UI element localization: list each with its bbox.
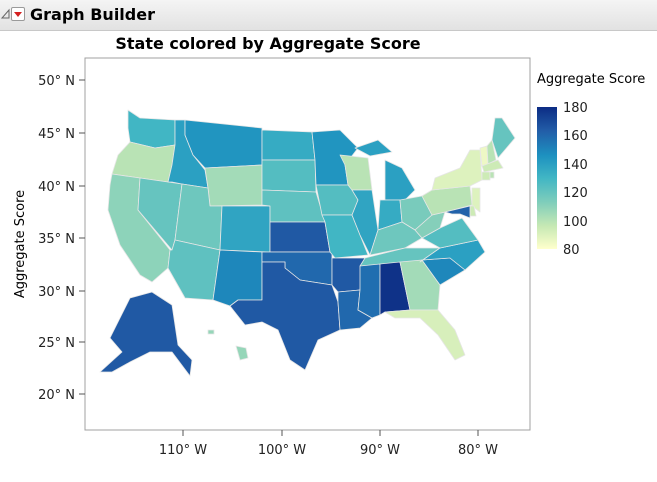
legend-tick-label: 80 bbox=[563, 243, 580, 258]
state-region-maine[interactable] bbox=[491, 117, 516, 159]
x-tick-label: 100° W bbox=[258, 443, 306, 458]
graph-builder-titlebar: Graph Builder bbox=[0, 0, 657, 31]
state-region-rhode-island[interactable] bbox=[489, 171, 495, 179]
state-region-michigan-up[interactable] bbox=[354, 139, 393, 157]
state-region-west-virginia[interactable] bbox=[414, 211, 446, 239]
y-tick-label: 30° N bbox=[38, 285, 75, 300]
y-tick-label: 45° N bbox=[38, 127, 75, 142]
state-region-wyoming[interactable] bbox=[204, 164, 263, 207]
state-region-nebraska[interactable] bbox=[261, 189, 326, 223]
state-region-illinois[interactable] bbox=[351, 189, 379, 256]
y-tick-label: 20° N bbox=[38, 388, 75, 403]
y-tick-label: 50° N bbox=[38, 74, 75, 89]
state-region-new-hampshire[interactable] bbox=[486, 139, 497, 165]
red-triangle-menu-button[interactable] bbox=[11, 7, 25, 21]
chart-title: State colored by Aggregate Score bbox=[115, 34, 421, 53]
x-tick-label: 80° W bbox=[458, 443, 498, 458]
state-region-kansas[interactable] bbox=[269, 221, 331, 253]
state-region-hawaii[interactable] bbox=[235, 345, 249, 361]
y-tick-label: 25° N bbox=[38, 336, 75, 351]
state-region-massachusetts[interactable] bbox=[481, 159, 504, 173]
state-region-north-dakota[interactable] bbox=[261, 129, 316, 161]
state-region-alaska[interactable] bbox=[99, 291, 193, 377]
app-title: Graph Builder bbox=[30, 5, 155, 24]
state-region-georgia[interactable] bbox=[399, 259, 441, 311]
state-region-south-dakota[interactable] bbox=[261, 159, 317, 193]
y-tick-label: 40° N bbox=[38, 180, 75, 195]
legend-tick-label: 140 bbox=[563, 158, 588, 173]
legend-ticks: 180 160 140 120 100 80 bbox=[563, 101, 588, 258]
state-region-mississippi[interactable] bbox=[357, 263, 381, 319]
collapse-triangle-icon[interactable] bbox=[1, 8, 10, 19]
legend-title: Aggregate Score bbox=[537, 72, 645, 87]
legend-color-bar bbox=[537, 107, 557, 249]
y-tick-label: 35° N bbox=[38, 232, 75, 247]
state-region-maryland[interactable] bbox=[444, 205, 471, 219]
state-region-texas[interactable] bbox=[229, 261, 341, 371]
legend-tick-label: 100 bbox=[563, 215, 588, 230]
y-axis-title: Aggregate Score bbox=[13, 190, 28, 298]
state-region-north-carolina[interactable] bbox=[419, 239, 486, 271]
legend-tick-label: 180 bbox=[563, 101, 588, 116]
legend-tick-label: 120 bbox=[563, 186, 588, 201]
x-axis: 110° W 100° W 90° W 80° W bbox=[159, 430, 498, 458]
x-tick-label: 90° W bbox=[360, 443, 400, 458]
state-region-new-york[interactable] bbox=[431, 149, 483, 191]
us-map bbox=[99, 109, 516, 377]
legend-tick-label: 160 bbox=[563, 129, 588, 144]
state-region-colorado[interactable] bbox=[219, 205, 271, 253]
state-region-florida[interactable] bbox=[384, 309, 466, 361]
state-region-connecticut[interactable] bbox=[481, 171, 491, 181]
state-region-new-mexico[interactable] bbox=[212, 249, 263, 307]
y-axis: 50° N 45° N 40° N 35° N 30° N 25° N 20° … bbox=[38, 74, 85, 403]
x-tick-label: 110° W bbox=[159, 443, 207, 458]
state-region-hawaii-islands[interactable] bbox=[207, 329, 215, 335]
